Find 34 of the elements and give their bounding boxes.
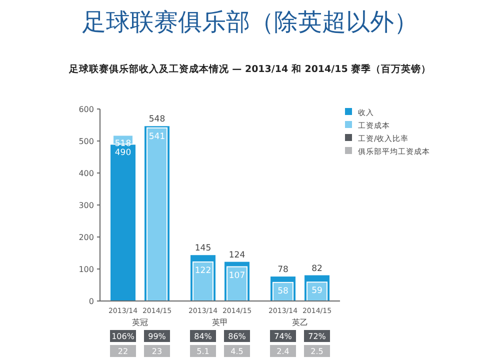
data-label: 107 [228, 270, 246, 281]
text: 22 [118, 347, 128, 356]
text: 72% [308, 332, 326, 341]
data-label: 59 [312, 286, 322, 296]
data-label: 548 [148, 114, 166, 125]
text: 99% [148, 332, 166, 341]
y-tick-label: 200 [78, 233, 94, 242]
y-tick-label: 400 [78, 169, 94, 178]
data-label: 78 [278, 265, 288, 276]
text: 英乙 [292, 318, 308, 327]
data-label: 145 [194, 244, 212, 254]
y-tick-label: 300 [78, 201, 94, 210]
chart-subtitle: 足球联赛俱乐部收入及工资成本情况 — 2013/14 和 2014/15 赛季（百万英镑） [68, 63, 432, 75]
text: 2.5 [310, 347, 324, 356]
data-label: 124 [228, 250, 246, 260]
text: 4.5 [230, 347, 244, 356]
chart-title: 足球联赛俱乐部（除英超以外） [82, 8, 418, 36]
y-tick-label: 500 [78, 137, 94, 146]
text: 5.1 [196, 347, 210, 356]
text: 英冠 [132, 318, 148, 327]
data-label: 490 [114, 148, 132, 158]
y-tick-label: 0 [88, 297, 94, 306]
data-label: 541 [148, 132, 166, 142]
y-tick-label: 100 [78, 265, 94, 274]
text: 23 [152, 347, 162, 356]
data-label: 58 [278, 286, 288, 296]
text: 86% [228, 332, 246, 341]
data-label: 122 [194, 266, 212, 276]
text: 84% [194, 332, 212, 341]
text: 2.4 [276, 347, 290, 356]
data-label: 82 [312, 264, 322, 274]
text: 74% [274, 332, 292, 341]
y-tick-label: 600 [78, 105, 94, 114]
text: 英甲 [212, 318, 228, 327]
